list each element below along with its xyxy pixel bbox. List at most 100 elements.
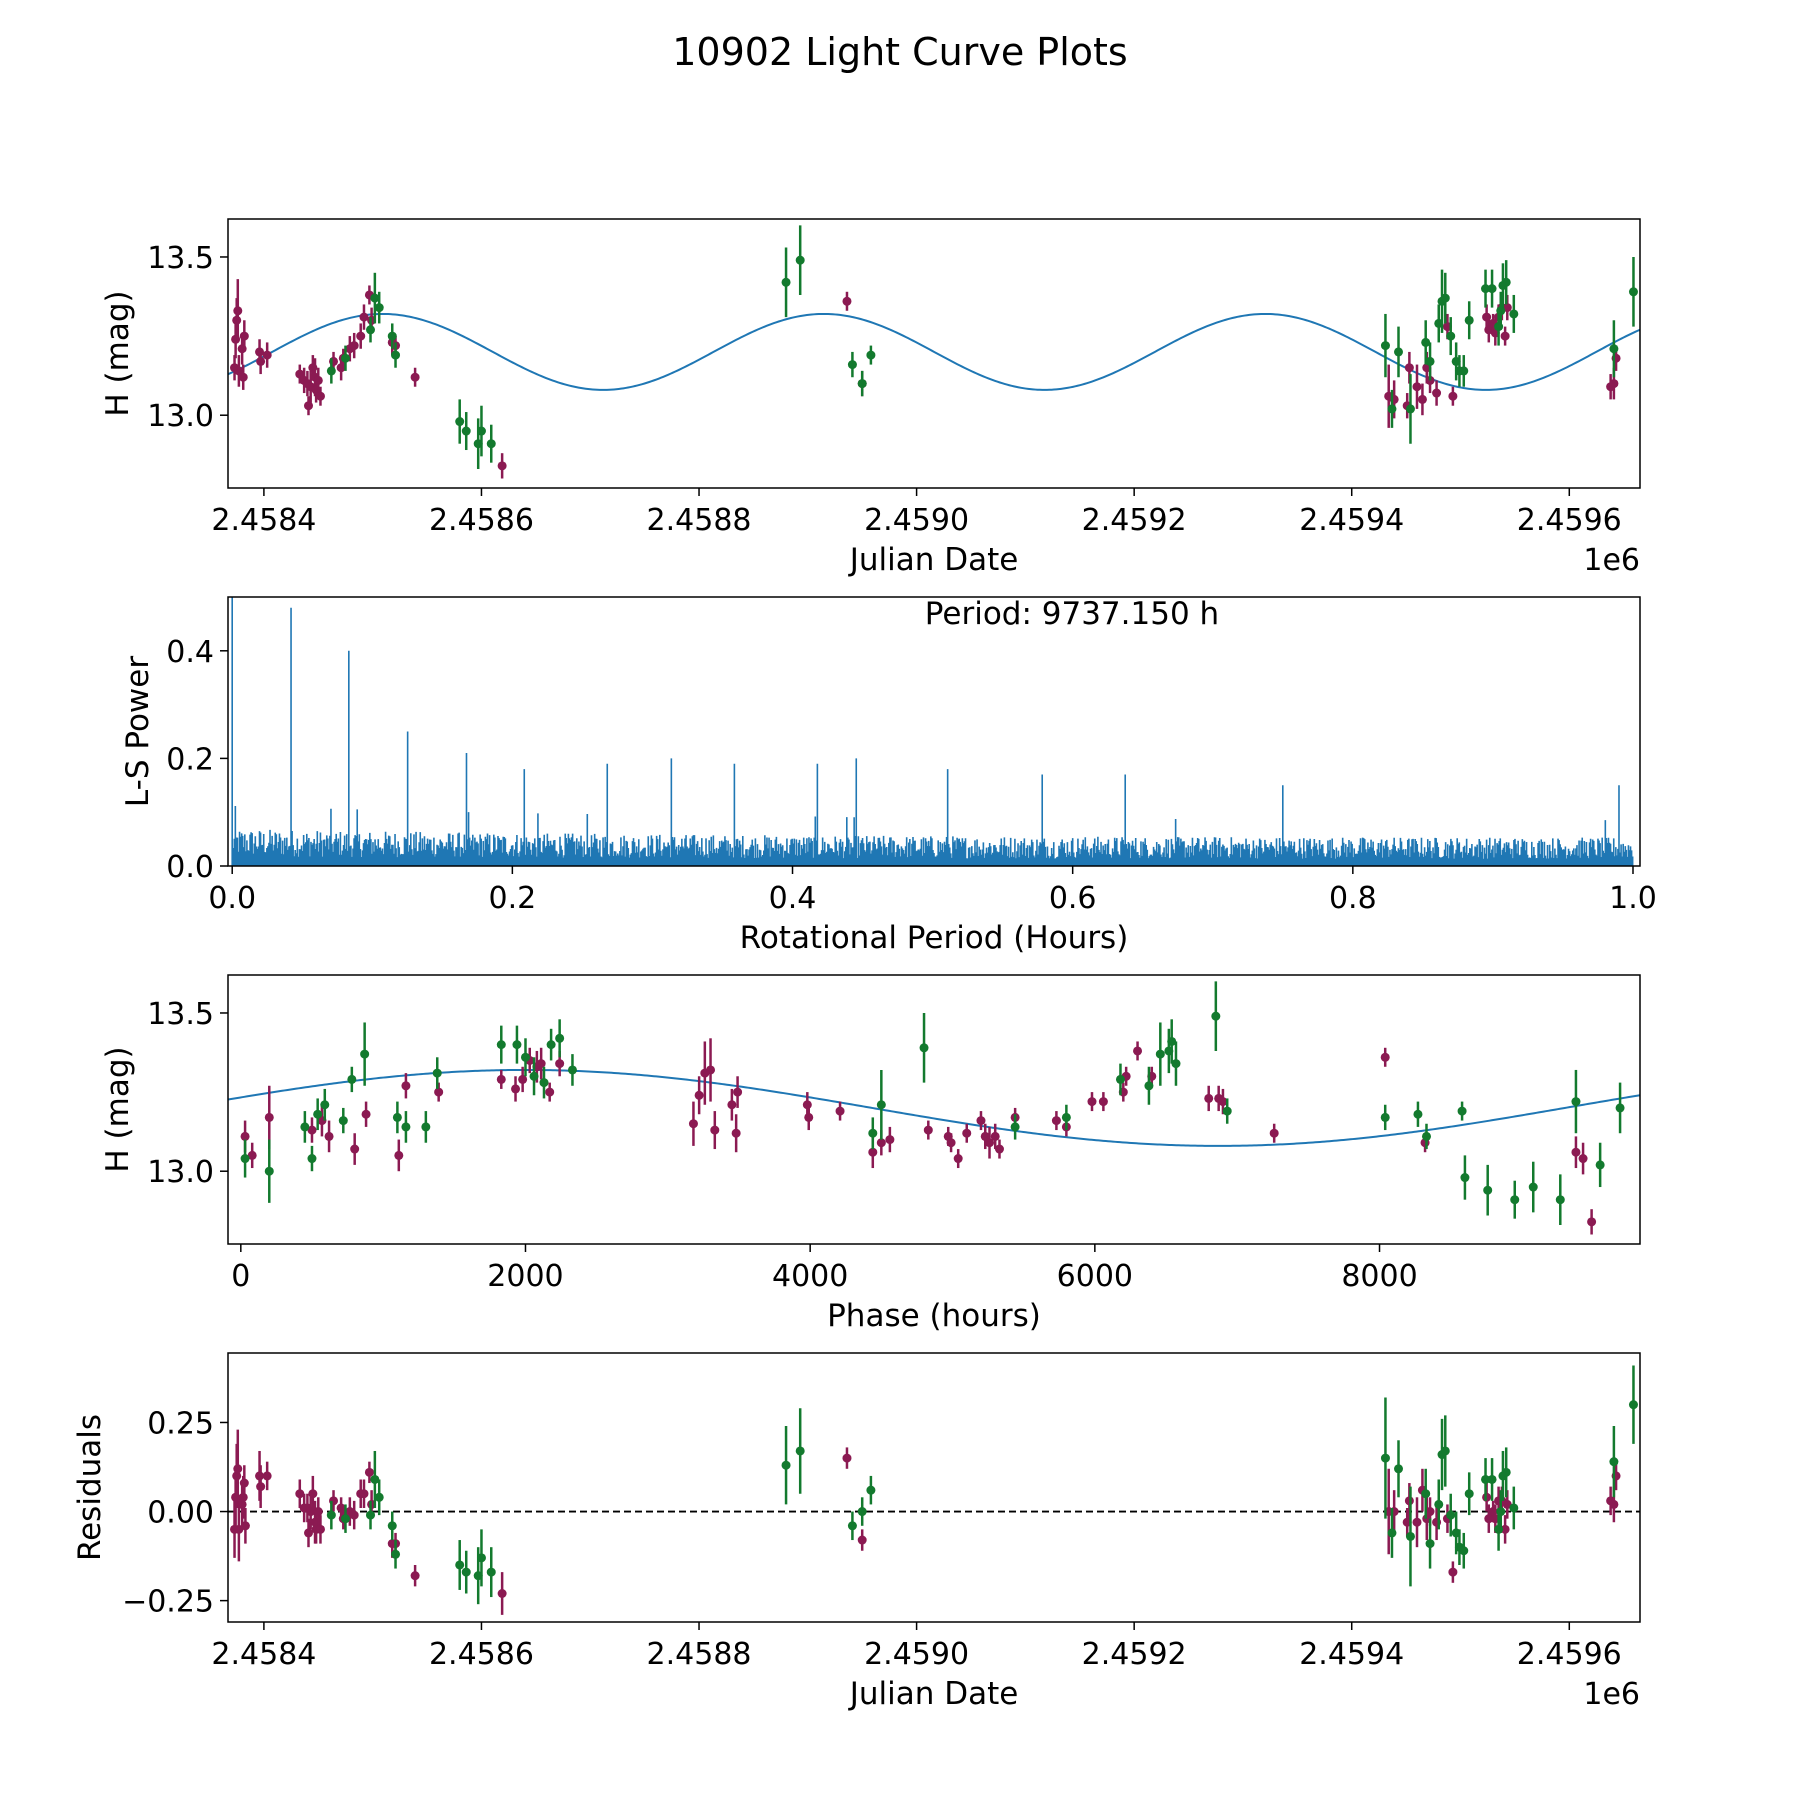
panel-frame <box>227 974 1641 1245</box>
data-point <box>340 353 350 363</box>
data-point <box>1421 337 1431 347</box>
data-point <box>359 312 369 322</box>
data-point <box>1446 331 1456 341</box>
data-point <box>1269 1128 1279 1138</box>
data-point <box>394 1150 404 1160</box>
data-point <box>1609 1457 1619 1467</box>
data-point <box>486 1567 496 1577</box>
data-point <box>1115 1074 1125 1084</box>
data-point <box>307 1154 317 1164</box>
data-point <box>842 1453 852 1463</box>
data-point <box>324 1131 334 1141</box>
data-point <box>1460 1173 1470 1183</box>
data-point <box>1380 1112 1390 1122</box>
data-point <box>1500 1524 1510 1534</box>
data-point <box>923 1125 933 1135</box>
data-point <box>1615 1103 1625 1113</box>
data-point <box>1528 1182 1538 1192</box>
data-point <box>307 1125 317 1135</box>
data-point <box>340 1514 350 1524</box>
data-point <box>1380 1052 1390 1062</box>
data-point <box>421 1122 431 1132</box>
x-tick-label: 0.6 <box>1049 881 1097 916</box>
data-point <box>387 1521 397 1531</box>
x-tick-label: 2.4584 <box>211 1637 316 1672</box>
data-point <box>359 1489 369 1499</box>
data-point <box>1098 1097 1108 1107</box>
data-point <box>262 1471 272 1481</box>
data-point <box>885 1135 895 1145</box>
x-tick-label: 0.8 <box>1329 881 1377 916</box>
plot-area-phase <box>228 981 1640 1235</box>
series-series_b <box>326 225 1638 470</box>
data-point <box>953 1154 963 1164</box>
data-point <box>795 1446 805 1456</box>
data-point <box>1595 1160 1605 1170</box>
x-tick-label: 2.4588 <box>647 1637 752 1672</box>
data-point <box>370 1474 380 1484</box>
data-point <box>1440 1446 1450 1456</box>
data-point <box>1587 1217 1597 1227</box>
x-axis-label: Rotational Period (Hours) <box>740 920 1129 956</box>
data-point <box>804 1112 814 1122</box>
data-point <box>545 1087 555 1097</box>
data-point <box>529 1071 539 1081</box>
data-point <box>1448 391 1458 401</box>
data-point <box>1155 1049 1165 1059</box>
data-point <box>360 1049 370 1059</box>
y-axis-label: H (mag) <box>100 290 136 416</box>
data-point <box>401 1081 411 1091</box>
data-point <box>264 1112 274 1122</box>
data-point <box>455 417 465 427</box>
data-point <box>455 1560 465 1570</box>
data-point <box>1459 1546 1469 1556</box>
data-point <box>546 1040 556 1050</box>
data-point <box>1464 315 1474 325</box>
data-point <box>1578 1154 1588 1164</box>
x-tick-label: 2.4594 <box>1299 503 1404 538</box>
data-point <box>1405 1531 1415 1541</box>
data-point <box>295 369 305 379</box>
data-point <box>233 1464 243 1474</box>
data-point <box>1464 1489 1474 1499</box>
x-tick-label: 1.0 <box>1609 881 1657 916</box>
data-point <box>710 1125 720 1135</box>
data-point <box>512 1040 522 1050</box>
data-point <box>1417 394 1427 404</box>
data-point <box>555 1059 565 1069</box>
figure-title: 10902 Light Curve Plots <box>672 30 1127 74</box>
x-tick-label: 0.4 <box>769 881 817 916</box>
y-axis-label: Residuals <box>72 1414 108 1561</box>
data-point <box>238 372 248 382</box>
data-point <box>247 1150 257 1160</box>
x-tick-label: 2.4586 <box>429 503 534 538</box>
data-point <box>264 1166 274 1176</box>
data-point <box>315 391 325 401</box>
data-point <box>857 1535 867 1545</box>
data-point <box>976 1116 986 1126</box>
data-point <box>1496 1507 1506 1517</box>
data-point <box>1609 379 1619 389</box>
data-point <box>868 1128 878 1138</box>
data-point <box>240 1131 250 1141</box>
data-point <box>1457 1106 1467 1116</box>
data-point <box>497 1588 507 1598</box>
data-point <box>401 1122 411 1132</box>
data-point <box>256 356 266 366</box>
x-tick-label: 2.4586 <box>429 1637 534 1672</box>
x-tick-label: 0.0 <box>208 881 256 916</box>
data-point <box>1432 388 1442 398</box>
data-point <box>866 1485 876 1495</box>
data-point <box>980 1131 990 1141</box>
data-point <box>461 1567 471 1577</box>
data-point <box>1484 1514 1494 1524</box>
panel-lc_date: 2.4584 2.4586 2.4588 2.4590 2.4592 2.4594 2.45… <box>100 218 1641 578</box>
x-tick-label: 2.4594 <box>1299 1637 1404 1672</box>
data-point <box>1010 1122 1020 1132</box>
data-point <box>1144 1081 1154 1091</box>
data-point <box>990 1131 1000 1141</box>
data-point <box>731 1128 741 1138</box>
data-point <box>356 331 366 341</box>
